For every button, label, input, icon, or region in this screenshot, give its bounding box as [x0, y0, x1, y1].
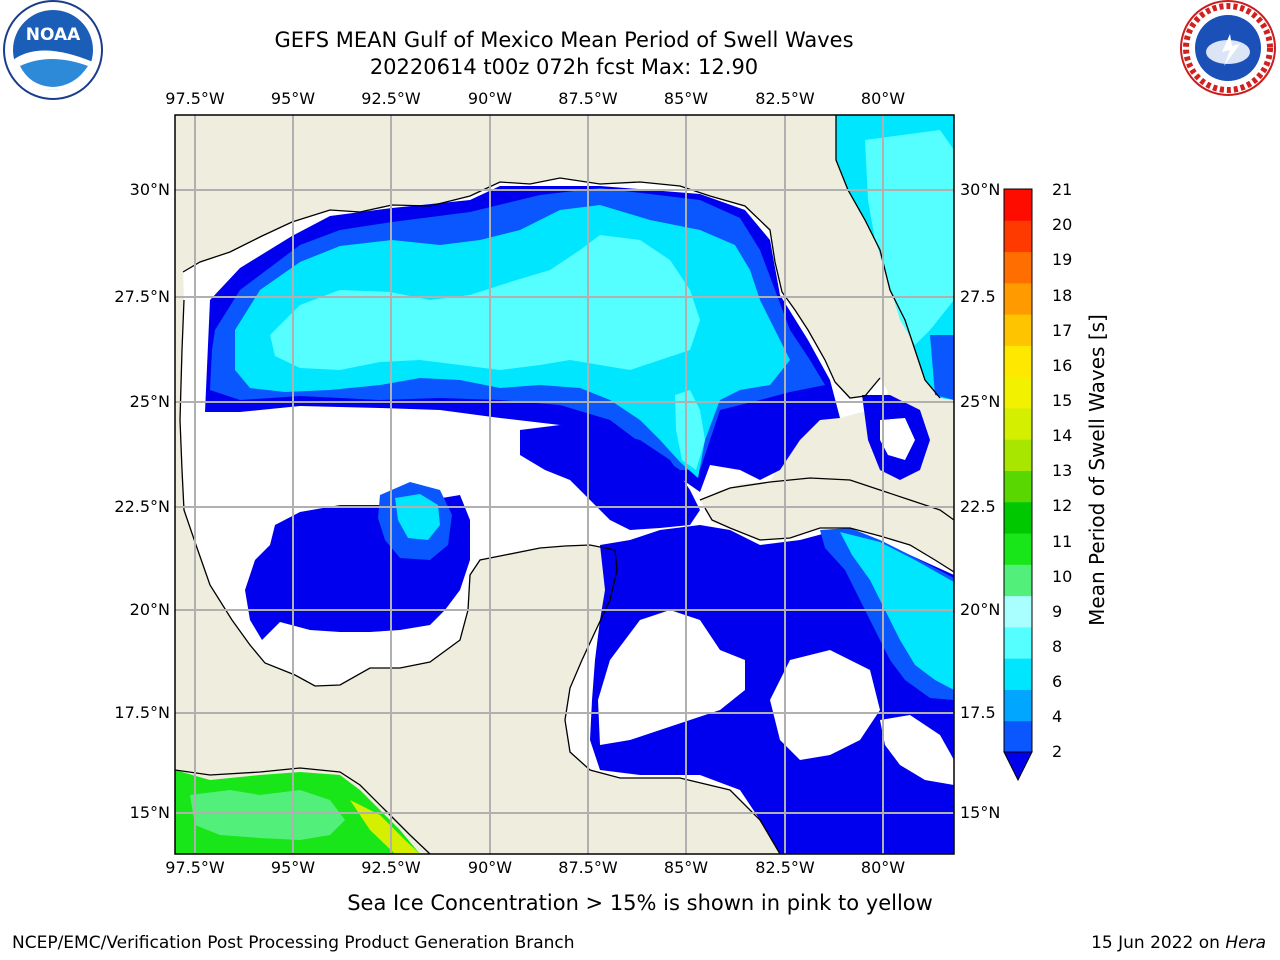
cuba-land	[700, 478, 954, 572]
sea-ice-caption: Sea Ice Concentration > 15% is shown in …	[347, 891, 933, 915]
lat-tick-left: 30°N	[129, 180, 170, 199]
bahamas-blue-patch	[930, 335, 954, 400]
colorbar-segment	[1004, 282, 1032, 315]
caribbean-gap-3	[880, 715, 954, 785]
colorbar-tick: 10	[1052, 567, 1073, 586]
gridlines	[175, 115, 954, 854]
lon-tick-top: 85°W	[663, 89, 709, 108]
colorbar-segment	[1004, 501, 1032, 534]
colorbar-under-arrow	[1003, 751, 1033, 782]
caribbean-gap-1	[598, 610, 745, 745]
lat-tick-left: 25°N	[129, 392, 170, 411]
colorbar-tick: 21	[1052, 180, 1073, 199]
colorbar-tick: 15	[1052, 391, 1073, 410]
pacific-swell-light	[190, 790, 345, 840]
swell-patch-6-8-north	[270, 235, 700, 370]
colorbar-tick: 8	[1052, 637, 1063, 656]
map-subtitle: 20220614 t00z 072h fcst Max: 12.90	[369, 55, 759, 79]
lon-tick-top: 87.5°W	[558, 89, 618, 108]
colorbar-tick: 16	[1052, 356, 1073, 375]
colorbar-tick: 13	[1052, 461, 1073, 480]
atlantic-water-light	[865, 130, 954, 345]
lon-tick-bottom: 80°W	[860, 858, 906, 877]
colorbar-tick: 11	[1052, 532, 1073, 551]
lon-tick-top: 97.5°W	[165, 89, 225, 108]
lon-tick-bottom: 85°W	[663, 858, 709, 877]
lon-tick-top: 92.5°W	[361, 89, 421, 108]
western-gulf-patch-4-6	[395, 494, 440, 540]
colorbar-label: Mean Period of Swell Waves [s]	[1085, 314, 1109, 626]
lat-tick-right: 17.5	[960, 703, 996, 722]
lon-tick-top: 90°W	[467, 89, 513, 108]
lat-tick-right: 25°N	[960, 392, 1001, 411]
swell-patch-6-8-center	[675, 390, 705, 470]
lon-tick-bottom: 97.5°W	[165, 858, 225, 877]
lon-tick-top: 82.5°W	[755, 89, 815, 108]
colorbar-tick: 14	[1052, 426, 1073, 445]
footer-host: Hera	[1225, 933, 1266, 953]
caribbean-gap-2	[770, 650, 880, 760]
lat-tick-left: 22.5°N	[114, 497, 170, 516]
central-gulf-patch	[520, 425, 700, 530]
colorbar-segment	[1004, 439, 1032, 471]
lat-tick-left: 20°N	[129, 600, 170, 619]
lon-tick-bottom: 95°W	[270, 858, 316, 877]
colorbar-tick: 17	[1052, 321, 1073, 340]
map-title: GEFS MEAN Gulf of Mexico Mean Period of …	[274, 28, 854, 52]
colorbar-segment	[1004, 658, 1032, 690]
footer-date: 15 Jun 2022 on Hera	[1091, 933, 1266, 953]
colorbar-segment	[1004, 533, 1032, 565]
colorbar-tick: 4	[1052, 707, 1063, 726]
colorbar-segment	[1004, 595, 1032, 628]
colorbar-segment	[1004, 314, 1032, 346]
noaa-logo: NOAA	[3, 0, 103, 100]
colorbar-frame	[1003, 188, 1033, 753]
colorbar-tick: 9	[1052, 602, 1063, 621]
footer-date-text: 15 Jun 2022 on	[1091, 933, 1226, 953]
coastlines	[175, 115, 954, 854]
colorbar-tick: 12	[1052, 496, 1073, 515]
lat-tick-right: 22.5	[960, 497, 996, 516]
lon-tick-bottom: 87.5°W	[558, 858, 618, 877]
colorbar-segment	[1004, 345, 1032, 378]
florida-keys-gap	[880, 418, 915, 460]
lon-tick-bottom: 82.5°W	[755, 858, 815, 877]
lon-tick-top: 80°W	[860, 89, 906, 108]
lat-tick-left: 17.5°N	[114, 703, 170, 722]
colorbar-segment	[1004, 720, 1032, 753]
colorbar-segment	[1004, 220, 1032, 253]
lon-tick-top: 95°W	[270, 89, 316, 108]
colorbar-segment	[1004, 626, 1032, 659]
colorbar-tick: 19	[1052, 250, 1073, 269]
colorbar-segment	[1004, 470, 1032, 503]
lat-tick-right: 15°N	[960, 803, 1001, 822]
colorbar-segment	[1004, 251, 1032, 284]
lon-tick-bottom: 90°W	[467, 858, 513, 877]
colorbar-tick: 20	[1052, 215, 1073, 234]
colorbar-segment	[1004, 407, 1032, 440]
lat-tick-right: 27.5	[960, 287, 996, 306]
lat-tick-right: 20°N	[960, 600, 1001, 619]
colorbar-segment	[1004, 689, 1032, 722]
colorbar-tick: 18	[1052, 286, 1073, 305]
colorbar-segment	[1004, 189, 1032, 221]
colorbar	[1003, 189, 1033, 782]
colorbar-segment	[1004, 564, 1032, 597]
map-frame	[174, 114, 955, 855]
lat-tick-right: 30°N	[960, 180, 1001, 199]
colorbar-segment	[1004, 376, 1032, 409]
colorbar-tick: 2	[1052, 742, 1063, 761]
caribbean-swell	[590, 525, 954, 854]
lat-tick-left: 15°N	[129, 803, 170, 822]
colorbar-tick: 6	[1052, 672, 1063, 691]
noaa-logo-text: NOAA	[26, 25, 81, 45]
footer-credit: NCEP/EMC/Verification Post Processing Pr…	[12, 933, 575, 953]
lon-tick-bottom: 92.5°W	[361, 858, 421, 877]
nws-logo	[1180, 0, 1276, 96]
lat-tick-left: 27.5°N	[114, 287, 170, 306]
